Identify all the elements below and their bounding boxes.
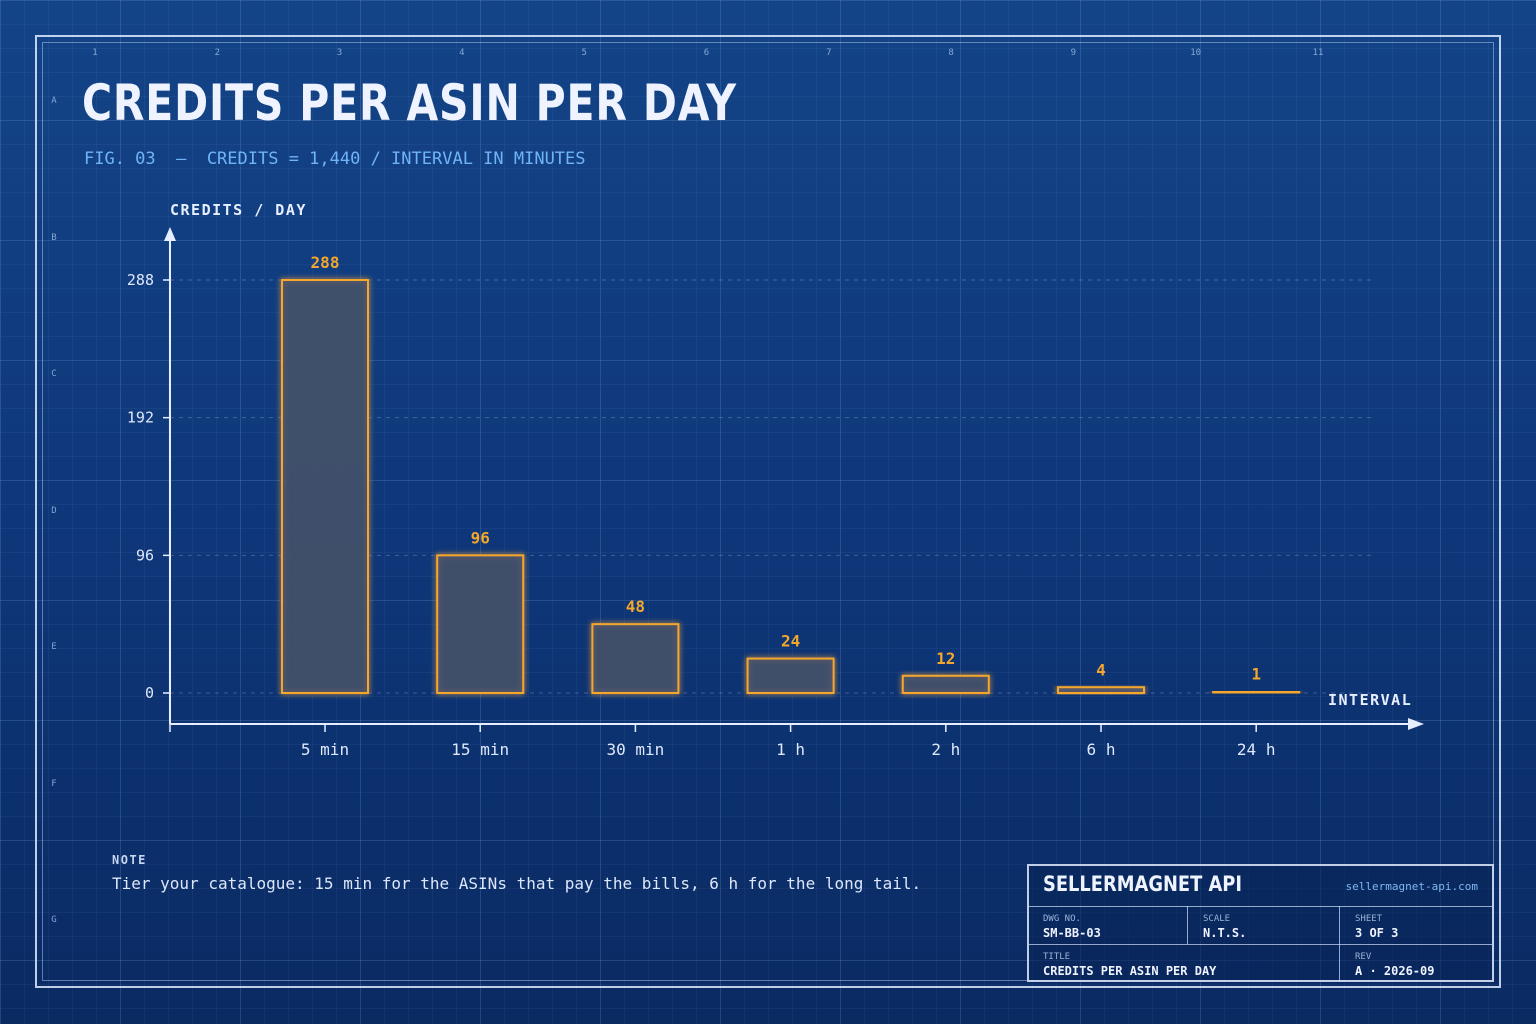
dwg-label: DWG NO. <box>1043 914 1081 924</box>
zone-row-A: A <box>51 96 57 106</box>
zone-row-B: B <box>51 232 57 243</box>
brand-name: SELLERMAGNET API <box>1043 872 1243 896</box>
zone-row-F: F <box>51 778 57 789</box>
x-tick-label: 6 h <box>1087 740 1116 759</box>
rev-value: A · 2026-09 <box>1355 964 1435 978</box>
zone-column-4: 4 <box>459 48 465 58</box>
rev-label: REV <box>1355 952 1372 962</box>
title-block-divider <box>1029 906 1492 907</box>
x-axis-label: INTERVAL <box>1328 691 1412 709</box>
note-heading: NOTE <box>112 853 147 867</box>
title-block-divider <box>1339 906 1340 982</box>
x-axis-arrow <box>1408 718 1424 730</box>
y-axis-arrow <box>164 227 176 241</box>
bar <box>901 674 990 695</box>
zone-row-E: E <box>51 642 57 652</box>
x-tick-label: 15 min <box>451 740 509 759</box>
data-label: 1 <box>1251 665 1261 684</box>
zone-column-8: 8 <box>948 48 954 58</box>
x-tick-label: 30 min <box>607 740 665 759</box>
data-label: 48 <box>626 597 645 616</box>
bar <box>436 554 525 694</box>
y-axis-label: CREDITS / DAY <box>170 201 307 219</box>
data-label: 12 <box>936 649 955 668</box>
title-block-divider <box>1187 906 1188 944</box>
chart-title: CREDITS PER ASIN PER DAY <box>82 74 737 132</box>
note-text: Tier your catalogue: 15 min for the ASIN… <box>112 874 922 893</box>
zone-column-2: 2 <box>214 48 220 58</box>
zone-column-10: 10 <box>1190 48 1202 58</box>
bar <box>1057 686 1145 695</box>
sheet-value: 3 OF 3 <box>1355 926 1399 940</box>
y-tick-label: 96 <box>136 546 154 564</box>
data-label: 24 <box>781 632 800 651</box>
x-tick-label: 24 h <box>1237 740 1276 759</box>
scale-label: SCALE <box>1203 914 1231 924</box>
zone-row-C: C <box>51 369 57 379</box>
title-label: TITLE <box>1043 952 1071 962</box>
bar <box>281 279 369 694</box>
y-tick-label: 288 <box>127 271 154 289</box>
x-tick-label: 2 h <box>931 740 960 759</box>
x-tick-label: 5 min <box>301 740 349 759</box>
zone-column-9: 9 <box>1070 48 1077 58</box>
bar <box>1212 690 1301 694</box>
scale-value: N.T.S. <box>1203 926 1247 940</box>
y-tick-label: 192 <box>127 409 154 427</box>
bar <box>746 657 835 694</box>
data-label: 288 <box>311 253 340 272</box>
chart-subtitle: FIG. 03 — CREDITS = 1,440 / INTERVAL IN … <box>84 149 586 169</box>
data-label: 96 <box>471 528 490 547</box>
zone-column-3: 3 <box>336 48 343 58</box>
dwg-value: SM-BB-03 <box>1043 926 1101 940</box>
sheet-border-inner <box>42 42 1494 981</box>
zone-column-11: 11 <box>1312 48 1324 58</box>
zone-column-5: 5 <box>581 48 587 58</box>
brand-url: sellermagnet-api.com <box>1345 880 1478 893</box>
bar <box>591 623 680 695</box>
sheet-label: SHEET <box>1355 914 1383 924</box>
title-value: CREDITS PER ASIN PER DAY <box>1043 964 1217 978</box>
zone-row-D: D <box>51 505 57 516</box>
zone-column-1: 1 <box>92 48 98 58</box>
zone-row-G: G <box>51 915 57 925</box>
data-label: 4 <box>1096 660 1106 679</box>
zone-column-7: 7 <box>826 48 832 58</box>
title-block-divider <box>1029 944 1492 945</box>
y-tick-label: 0 <box>145 684 154 702</box>
zone-column-6: 6 <box>703 48 710 58</box>
sheet-border-outer <box>35 35 1501 988</box>
title-block: SELLERMAGNET API sellermagnet-api.com DW… <box>1027 864 1494 982</box>
x-tick-label: 1 h <box>776 740 805 759</box>
